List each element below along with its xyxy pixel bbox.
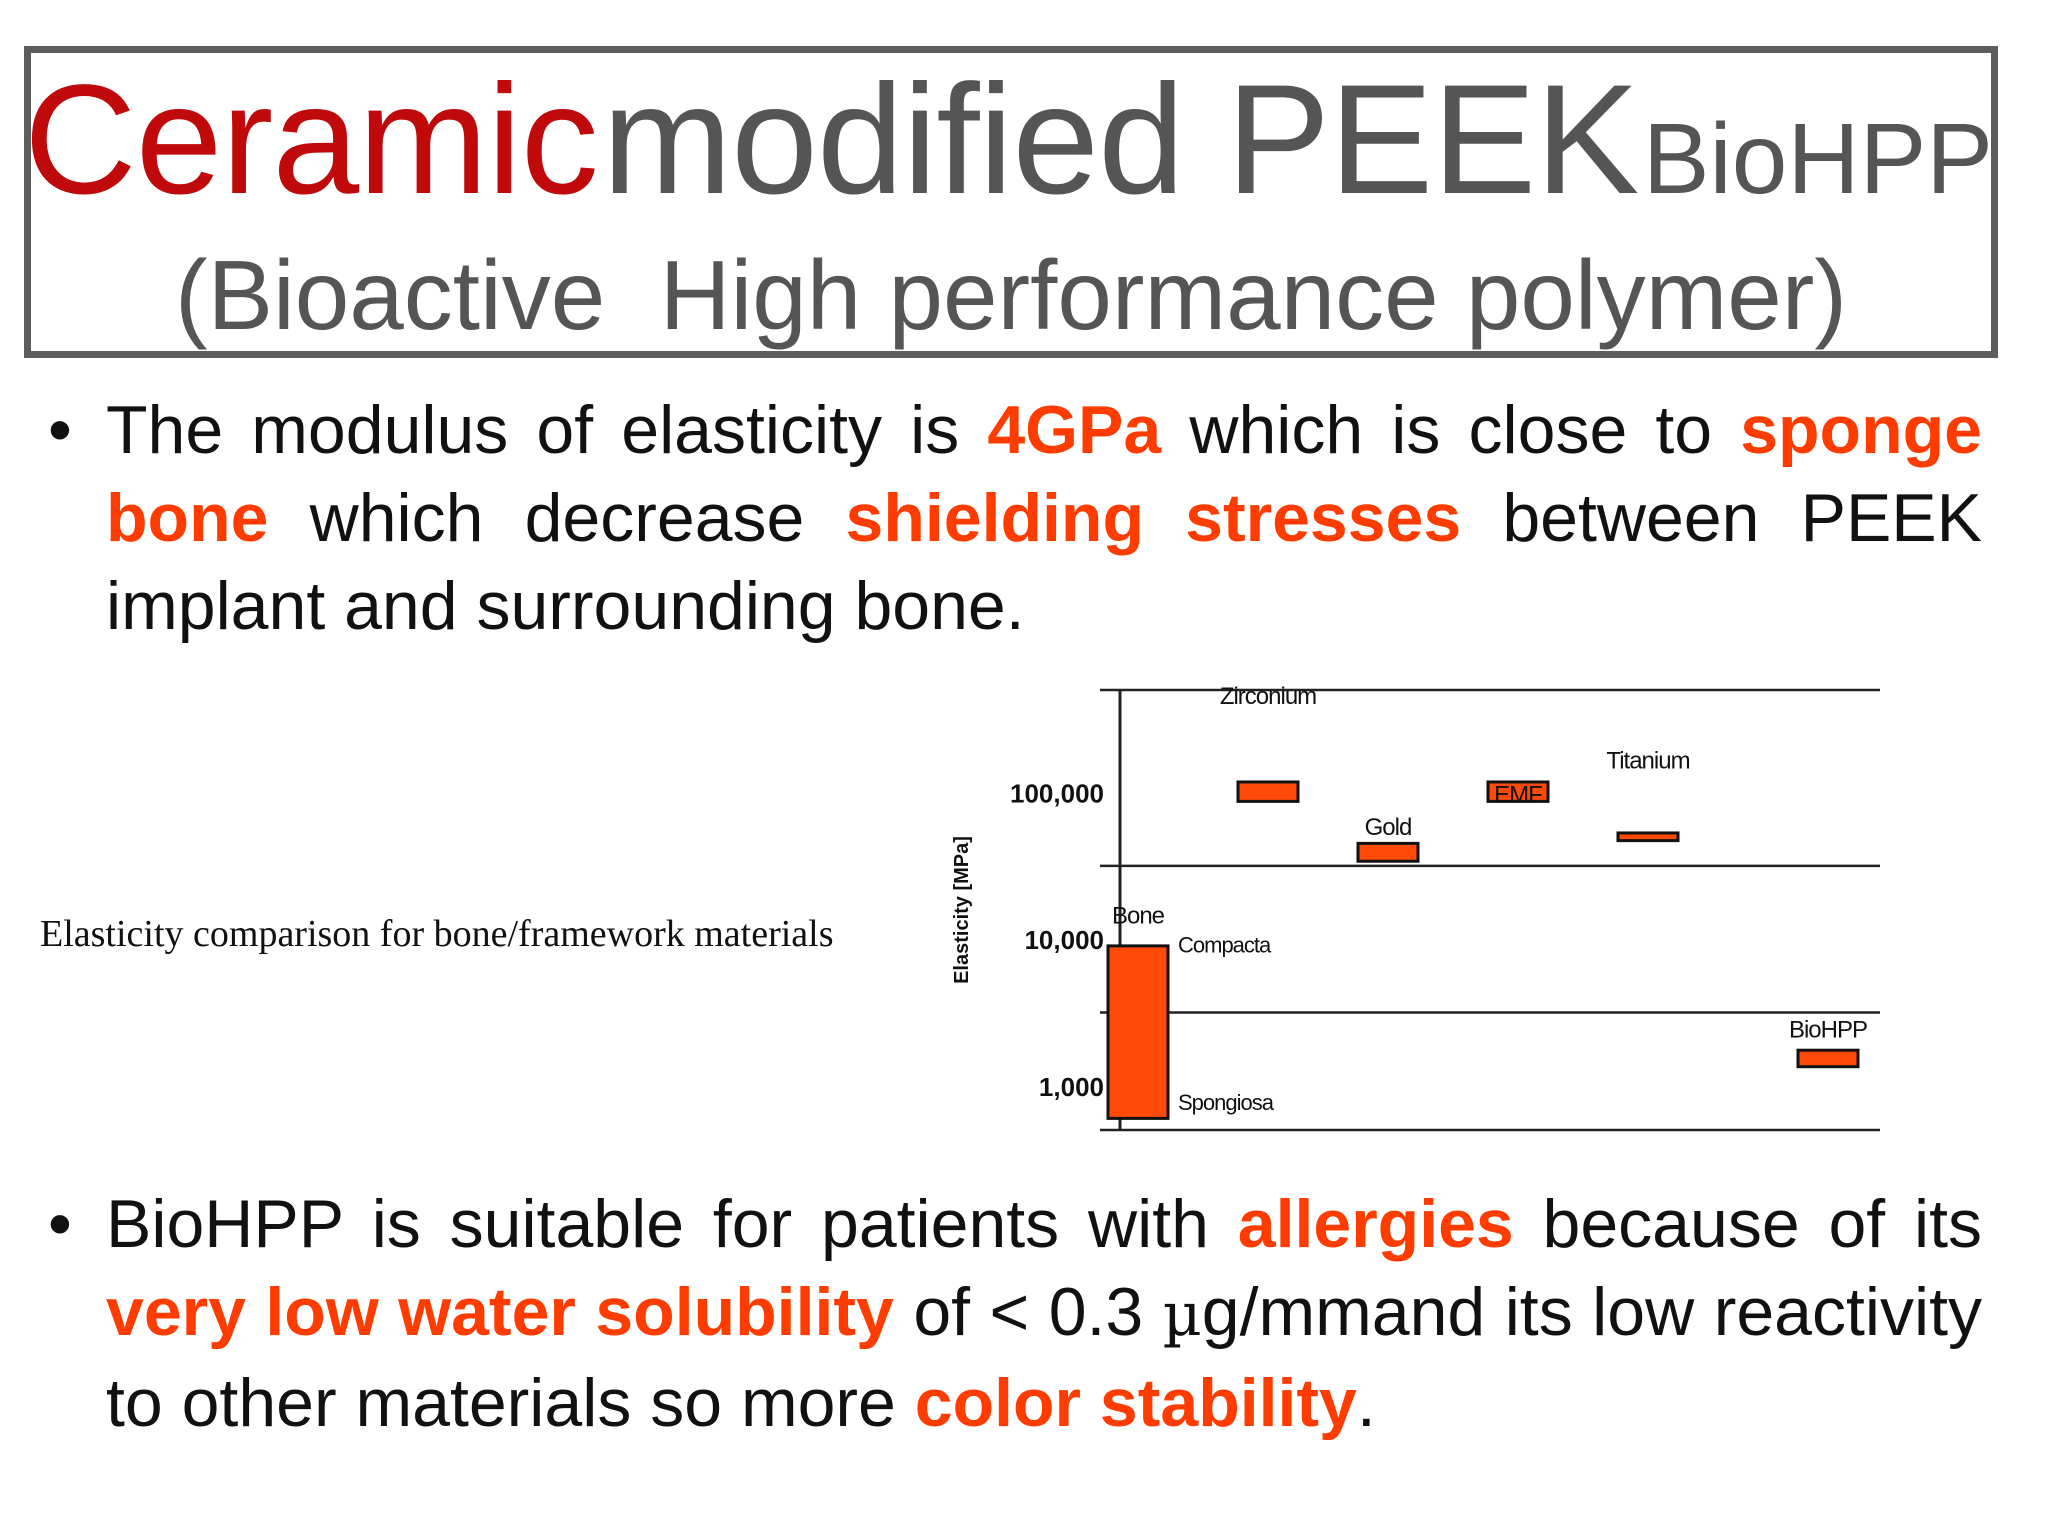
chart-category-label: EMF: [1494, 782, 1542, 809]
chart-bar-titanium: [1616, 831, 1680, 843]
bullet1-text1: The modulus of elasticity is: [106, 392, 988, 468]
chart-caption: Elasticity comparison for bone/framework…: [40, 913, 834, 955]
chart-y-tick-label: 10,000: [1024, 925, 1104, 955]
chart-bar-zirconium: [1236, 780, 1300, 803]
chart-category-label: Zirconium: [1220, 683, 1316, 710]
chart-bar-gold: [1356, 841, 1420, 863]
chart-category-label: Titanium: [1606, 748, 1689, 775]
bullet1-text3: which decrease: [268, 480, 846, 556]
chart-category-label: BioHPP: [1789, 1016, 1867, 1043]
title-main: modified PEEK: [602, 53, 1639, 227]
page-title: Ceramic modified PEEK BioHPP: [24, 62, 1993, 218]
chart-annotation: Compacta: [1178, 932, 1272, 957]
title-small: BioHPP: [1642, 103, 1993, 215]
bullet1-text4: between PEEK implant and surrounding bon…: [106, 480, 1983, 644]
bullet-dot: •: [48, 1186, 72, 1262]
chart-annotation: Spongiosa: [1178, 1090, 1275, 1115]
title-frame: [24, 46, 1998, 358]
bullet1-highlight-sponge-bone: sponge bone: [106, 392, 1982, 556]
page-subtitle: (Bioactive High performance polymer): [174, 240, 1848, 350]
bullet-dot: •: [48, 392, 72, 468]
bullet2-highlight-solubility: very low water solubility: [106, 1274, 894, 1350]
chart-y-tick-label: 100,000: [1010, 779, 1104, 809]
chart-bar-emf: [1486, 780, 1550, 803]
bullet2-text5: and its low reactivity to other material…: [106, 1274, 1982, 1441]
chart-category-label: Gold: [1365, 814, 1412, 841]
chart-y-axis-label: Elasticity [MPa]: [951, 836, 973, 984]
bullet1-highlight-4gpa: 4GPa: [987, 392, 1162, 468]
bullet2-mu-symbol: µ: [1162, 1280, 1202, 1350]
bullet2-highlight-allergies: allergies: [1237, 1186, 1514, 1262]
chart-category-label: Bone: [1112, 902, 1165, 929]
bullet2-text2: because of its: [1513, 1186, 1982, 1262]
bullet-biohpp: • BioHPP is suitable for patients with a…: [48, 1180, 1982, 1447]
bullet2-highlight-color-stability: color stability: [914, 1365, 1357, 1441]
bullet2-text6: .: [1356, 1365, 1376, 1441]
chart-y-tick-label: 1,000: [1039, 1072, 1104, 1102]
elasticity-chart: 1,000 10,000 100,000 Elasticity [MPa] Bone Zi…: [951, 683, 1880, 1132]
bullet1-text2: which is close to: [1161, 392, 1741, 468]
bullet2-text1: BioHPP is suitable for patients with: [106, 1186, 1238, 1262]
bullet2-text3: of < 0.3: [893, 1274, 1163, 1350]
chart-bar-bone: [1106, 944, 1170, 1120]
bullet-elasticity: • The modulus of elasticity is 4GPa whic…: [48, 386, 1983, 650]
chart-bar-biohpp: [1796, 1048, 1860, 1069]
title-accent: Ceramic: [24, 53, 599, 227]
bullet2-text4: g/mm: [1201, 1274, 1372, 1350]
bullet1-highlight-shielding: shielding stresses: [845, 480, 1462, 556]
